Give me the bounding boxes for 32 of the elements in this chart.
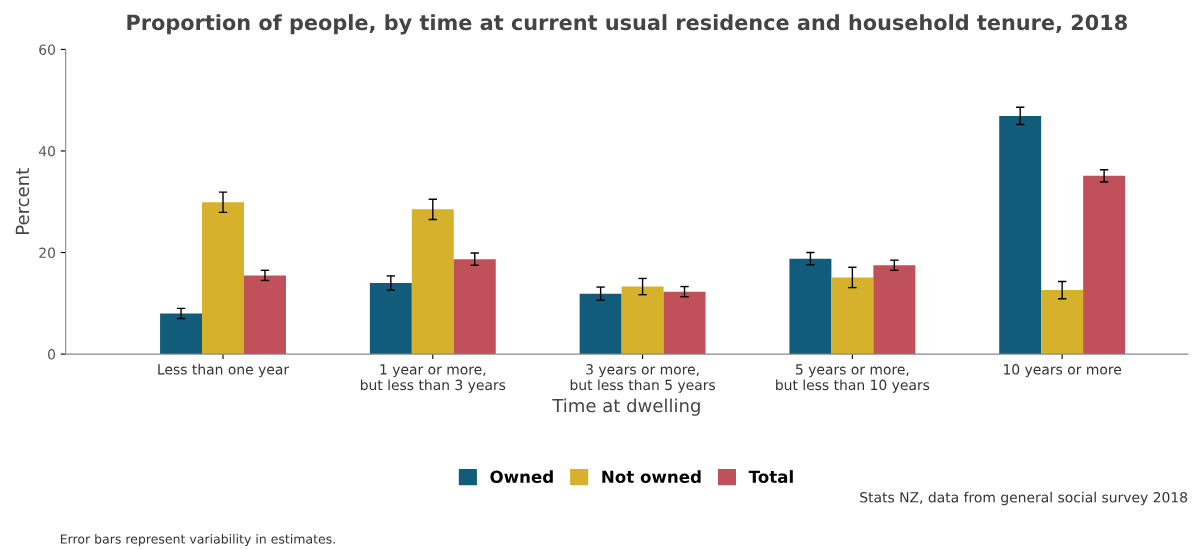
bar (369, 283, 412, 355)
bar (453, 259, 496, 355)
x-axis-title: Time at dwelling (552, 398, 700, 416)
y-axis-title: Percent (15, 168, 30, 234)
bar (831, 277, 874, 355)
bar (999, 115, 1042, 355)
bar (873, 265, 916, 355)
x-tick-label: 5 years or more, but less than 10 years (776, 364, 930, 393)
text: Error bars represent variability in estimates. (60, 534, 335, 547)
bar (411, 209, 454, 355)
x-tick-label: 1 year or more, but less than 3 years (360, 364, 506, 393)
y-tick-label: 20 (39, 247, 56, 259)
x-tick-label: 3 years or more, but less than 5 years (570, 364, 716, 393)
chart-title: Proportion of people, by time at current usual residence and household tenure, 2018 (127, 14, 1127, 35)
y-tick-label: 40 (38, 145, 56, 157)
bar (1041, 290, 1084, 355)
legend-label: Total (748, 470, 793, 484)
y-tick-label: 0 (48, 349, 56, 360)
legend-label: Not owned (602, 470, 701, 484)
bar (202, 202, 244, 355)
bar (1083, 175, 1126, 355)
text: Stats NZ, data from general social survey 2018 (860, 491, 1188, 506)
bar (621, 286, 664, 355)
x-tick-label: Less than one year (158, 363, 290, 378)
x-tick-label: 10 years or more (1004, 364, 1122, 378)
bar (160, 313, 203, 355)
y-tick-label: 60 (39, 44, 56, 55)
bar (579, 293, 622, 355)
bar (243, 275, 286, 355)
legend-label: Owned (490, 470, 553, 484)
bar (663, 291, 706, 355)
bar (789, 258, 832, 355)
